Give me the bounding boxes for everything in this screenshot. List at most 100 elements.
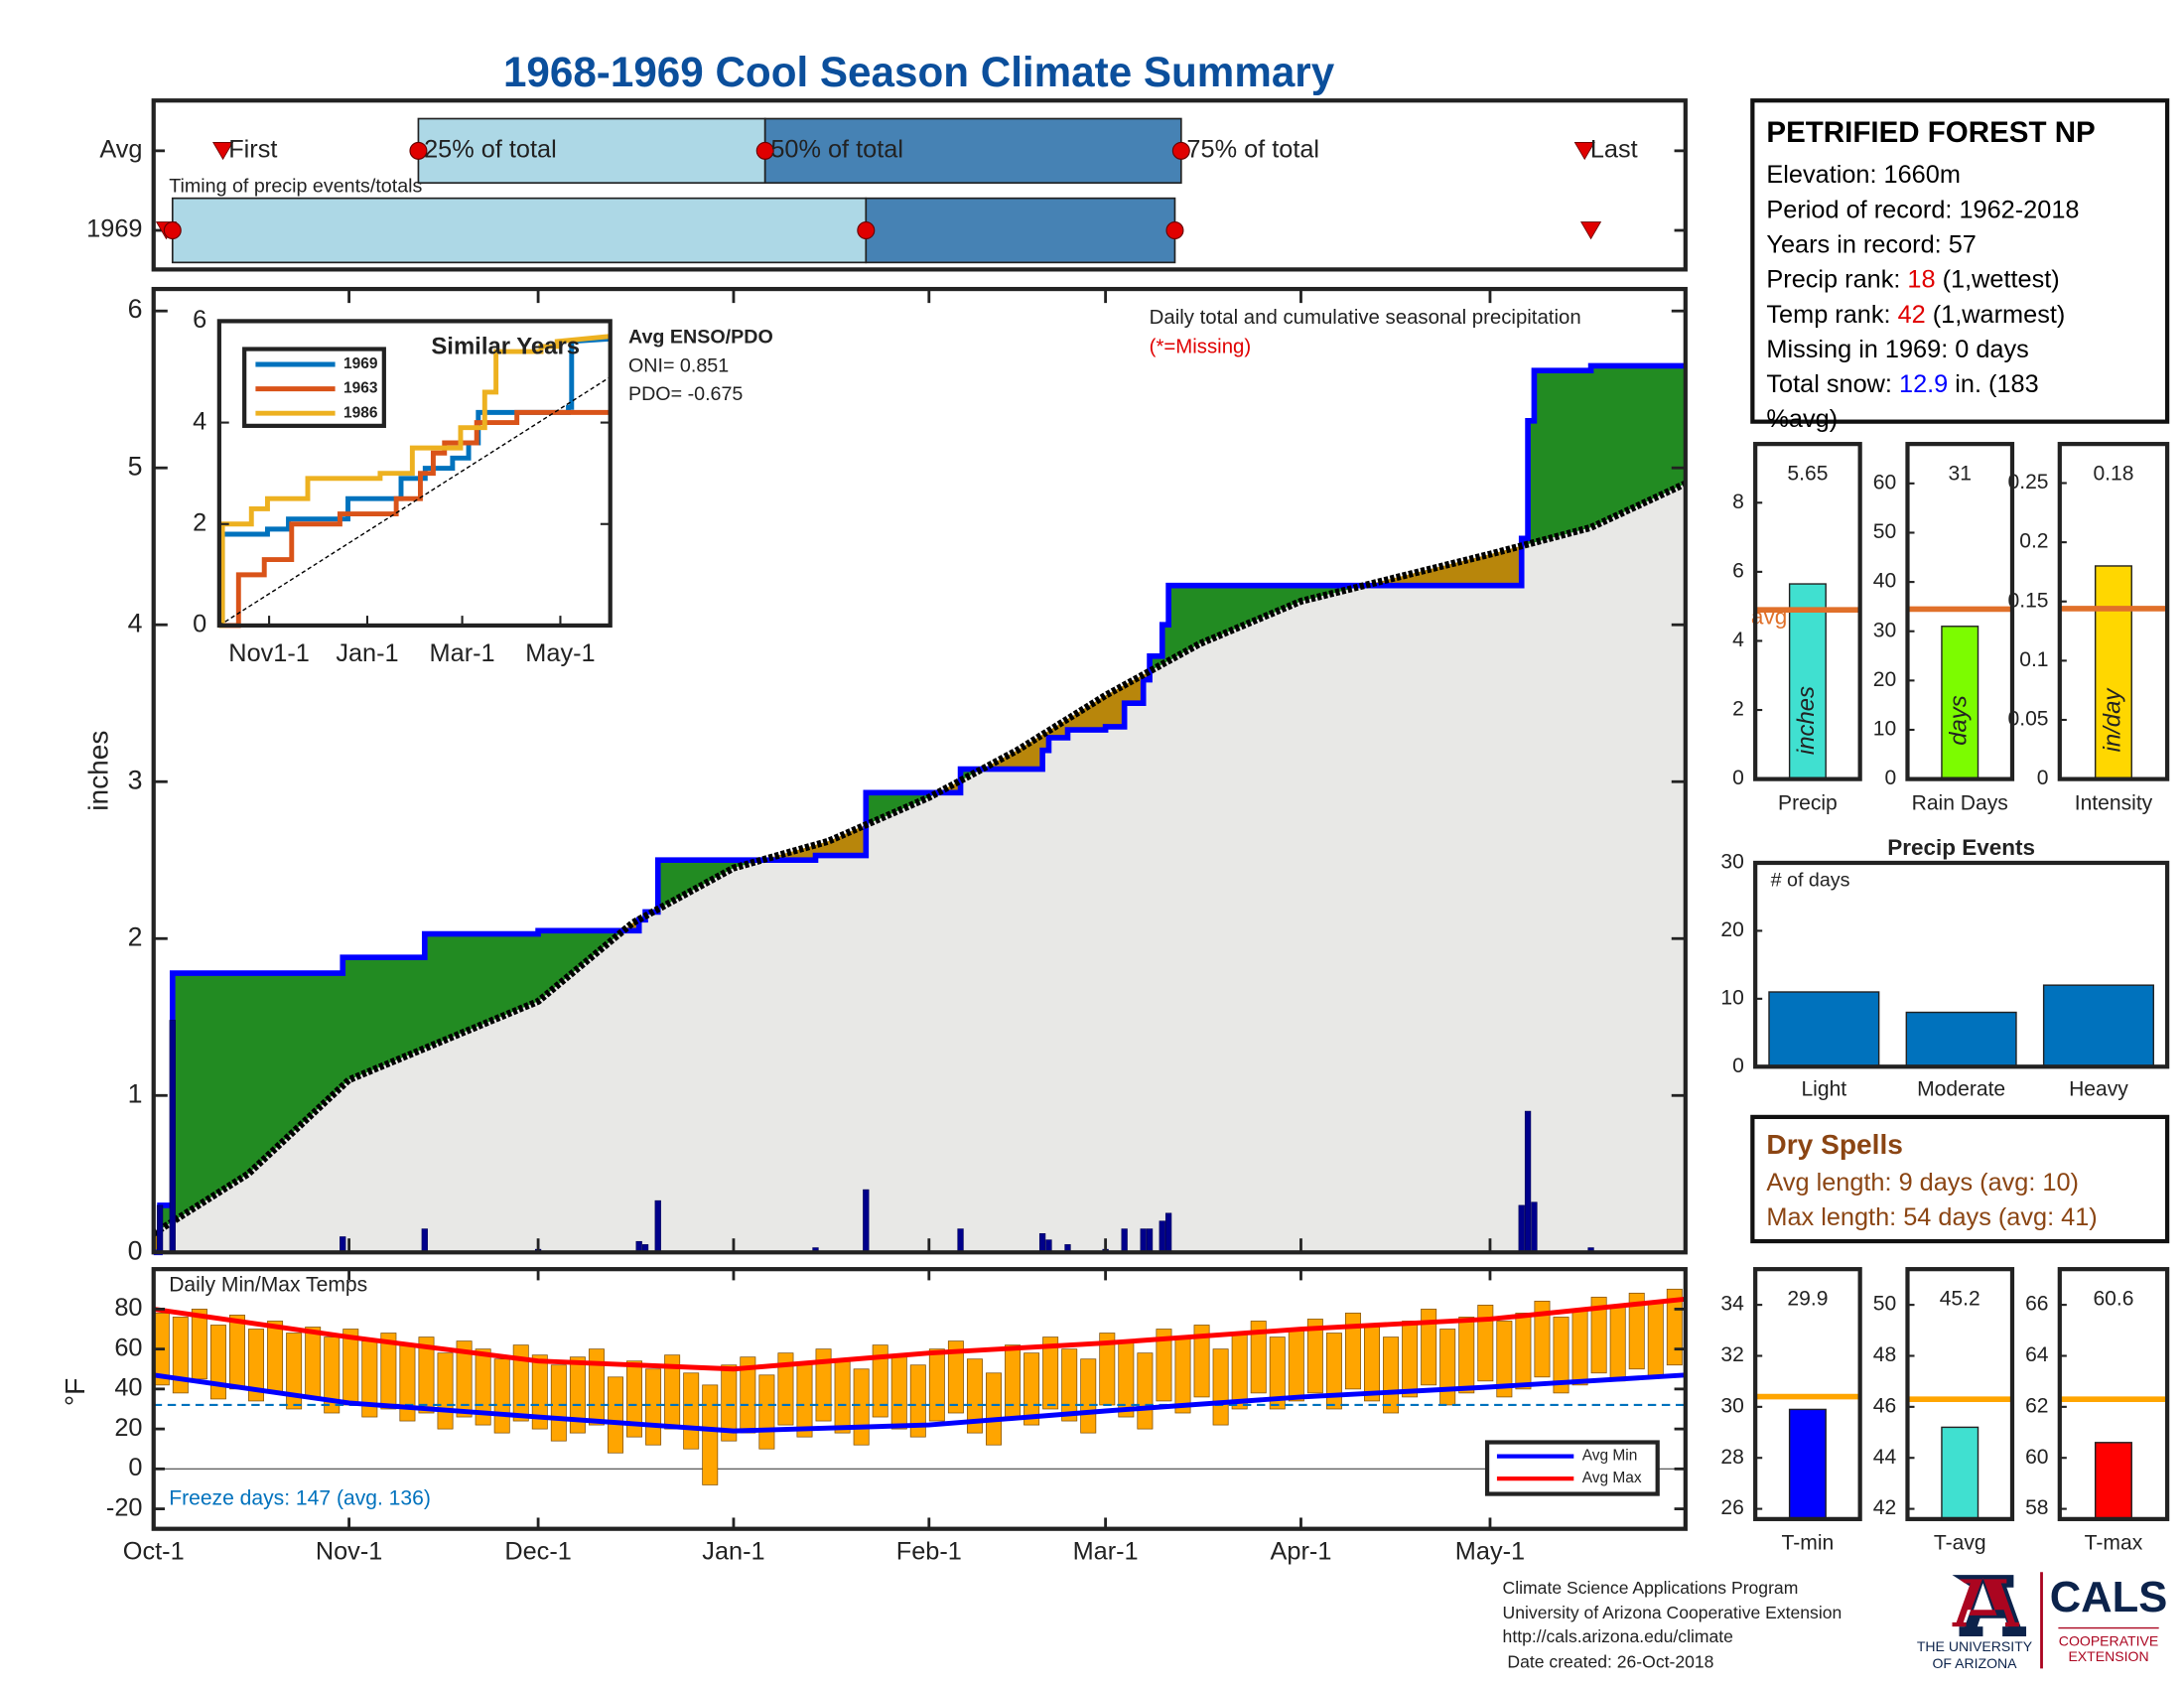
temp-range-bar [721, 1364, 738, 1442]
temp-range-bar [966, 1358, 983, 1434]
daily-precip-bar [1146, 1228, 1154, 1253]
dry-spells-box [1750, 1114, 2170, 1244]
plot-frame [2057, 1267, 2170, 1521]
plot-frame [2057, 442, 2170, 781]
temp-range-bar [1647, 1301, 1664, 1378]
timing-triangle [1579, 221, 1602, 240]
y-tick-label: 6 [1732, 559, 1744, 582]
timing-label: 50% of total [770, 136, 903, 164]
timing-bar [171, 197, 868, 264]
daily-precip-bar [957, 1228, 964, 1253]
y-tick-label: 32 [1720, 1343, 1743, 1366]
info-text: 42 [1898, 300, 1926, 328]
footer-line: Date created: 26-Oct-2018 [1503, 1651, 1714, 1671]
average-temp-line [153, 1296, 1687, 1372]
unit-label: inches [1793, 686, 1820, 755]
timing-dot [409, 141, 428, 160]
temp-range-bar [1496, 1321, 1513, 1398]
temp-range-bar [1477, 1305, 1494, 1382]
value-label: 60.6 [2093, 1288, 2133, 1311]
plot-frame [151, 98, 1688, 272]
legend-label: 1969 [343, 355, 378, 372]
y-tick-label: 50 [1873, 520, 1896, 543]
x-tick-label: Light [1801, 1078, 1846, 1101]
temp-range-bar [1137, 1352, 1154, 1430]
daily-precip-bar [169, 1020, 176, 1253]
temp-range-bar [1156, 1329, 1172, 1402]
temp-range-bar [1231, 1333, 1248, 1410]
temp-range-bar [1174, 1338, 1191, 1414]
temp-range-bar [1364, 1325, 1380, 1402]
temp-range-bar [702, 1384, 719, 1485]
legend-label: 1986 [343, 404, 378, 421]
daily-precip-bar [1524, 1110, 1532, 1253]
y-tick-label: 1 [128, 1078, 143, 1108]
plot-frame [1905, 1267, 2015, 1521]
x-tick-label: Moderate [1917, 1078, 2005, 1101]
y-tick-label: 0 [2037, 767, 2049, 789]
y-axis-label: inches [83, 731, 114, 811]
y-tick-label: 20 [1873, 668, 1896, 691]
y-tick-label: 6 [193, 306, 206, 334]
temp-range-bar [512, 1344, 529, 1422]
bar [1941, 1426, 1979, 1520]
daily-precip-bar [1121, 1228, 1128, 1253]
y-tick-label: 8 [1732, 491, 1744, 513]
enso-annotation: PDO= -0.675 [628, 383, 743, 405]
year-line [218, 409, 611, 629]
y-tick-label: 30 [1720, 851, 1743, 874]
daily-precip-bar [1159, 1220, 1165, 1253]
x-tick-label: Oct-1 [123, 1537, 185, 1565]
y-tick-label: 0.25 [2008, 471, 2049, 493]
timing-bar [763, 117, 1182, 185]
timing-label: 75% of total [1186, 136, 1319, 164]
temp-range-bar [890, 1356, 907, 1430]
y-tick-label: 0.05 [2008, 708, 2049, 731]
panel-title: Daily Min/Max Temps [169, 1274, 367, 1297]
temp-range-bar [909, 1364, 926, 1438]
y-tick-label: 20 [1720, 918, 1743, 941]
y-tick-label: 2 [128, 921, 143, 951]
daily-precip-bar [1038, 1233, 1046, 1253]
x-label: Precip [1778, 792, 1838, 815]
y-tick-label: 0 [128, 1235, 143, 1265]
timing-dot [1171, 141, 1190, 160]
info-text: 12.9 [1899, 370, 1948, 398]
logo-text: COOPERATIVE [2059, 1632, 2158, 1648]
legend-label: 1963 [343, 380, 378, 397]
info-text: Elevation: 1660m [1766, 161, 1961, 189]
x-tick-label: Heavy [2069, 1078, 2128, 1101]
y-tick-label: 0 [1732, 1055, 1744, 1077]
info-text: Years in record: 57 [1766, 230, 1976, 258]
y-tick-label: 28 [1720, 1446, 1743, 1469]
bar [1788, 583, 1827, 780]
daily-precip-bar [863, 1189, 870, 1253]
logo-text: EXTENSION [2068, 1648, 2148, 1664]
temp-range-bar [209, 1325, 226, 1400]
daily-precip-bar [1140, 1228, 1147, 1253]
footer-line: http://cals.arizona.edu/climate [1503, 1626, 1733, 1646]
temp-range-bar [1571, 1309, 1588, 1386]
info-line: Period of record: 1962-2018 [1766, 196, 2079, 223]
y-tick-label: 10 [1720, 986, 1743, 1009]
value-label: 45.2 [1940, 1288, 1980, 1311]
temp-range-bar [267, 1321, 284, 1394]
daily-precip-bar [1164, 1212, 1172, 1253]
legend-label: Avg Min [1582, 1448, 1638, 1465]
temp-range-bar [1458, 1317, 1475, 1394]
info-text: Period of record: 1962-2018 [1766, 196, 2079, 223]
temp-range-bar [1383, 1336, 1400, 1414]
temp-range-bar [1515, 1313, 1532, 1390]
temp-range-bar [608, 1376, 623, 1454]
temp-range-bar [191, 1309, 207, 1380]
temp-range-bar [777, 1352, 794, 1426]
temp-range-bar [1553, 1317, 1570, 1394]
station-name: PETRIFIED FOREST NP [1766, 116, 2095, 149]
annotation: Daily total and cumulative seasonal prec… [1150, 307, 1581, 329]
dry-spells-title: Dry Spells [1766, 1129, 1903, 1160]
temp-range-bar [588, 1348, 605, 1426]
x-tick-label: May-1 [525, 639, 595, 667]
temp-range-bar [172, 1317, 189, 1394]
temp-range-bar [1325, 1333, 1342, 1410]
temp-range-bar [569, 1356, 586, 1434]
